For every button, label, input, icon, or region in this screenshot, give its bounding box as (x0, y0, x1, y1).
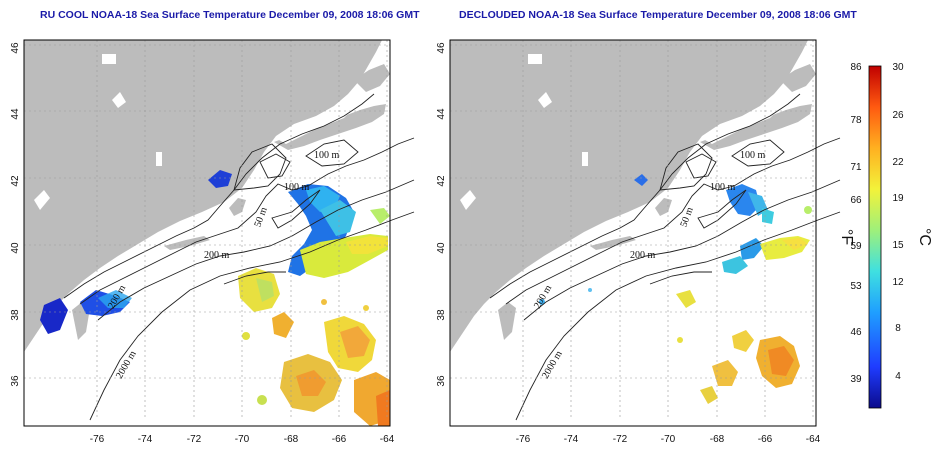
c-tick: 19 (892, 193, 904, 204)
right-lon-tick: -76 (516, 434, 531, 445)
right-map-title: DECLOUDED NOAA-18 Sea Surface Temperatur… (459, 9, 857, 21)
f-tick: 53 (850, 281, 862, 292)
right-lat-tick: 44 (436, 108, 447, 120)
f-tick: 46 (850, 327, 862, 338)
left-lat-tick: 46 (10, 42, 21, 54)
right-lat-tick: 42 (436, 175, 447, 187)
right-lon-tick: -74 (564, 434, 579, 445)
left-map-title: RU COOL NOAA-18 Sea Surface Temperature … (40, 9, 420, 21)
right-lon-tick: -68 (710, 434, 725, 445)
left-lon-axis: -76 -74 -72 -70 -68 -66 -64 (90, 434, 395, 445)
right-lon-tick: -72 (613, 434, 628, 445)
c-tick: 12 (892, 277, 904, 288)
c-tick: 8 (895, 323, 901, 334)
celsius-unit-label: °C (916, 228, 933, 246)
f-tick: 86 (850, 62, 862, 73)
colorbar: 86 78 71 66 59 53 46 39 30 26 22 19 15 1… (838, 62, 933, 409)
f-tick: 71 (850, 162, 862, 173)
left-lat-tick: 38 (10, 309, 21, 321)
right-lon-tick: -70 (661, 434, 676, 445)
colorbar-c-ticks: 30 26 22 19 15 12 8 4 (892, 62, 904, 382)
f-tick: 66 (850, 195, 862, 206)
left-lat-tick: 36 (10, 375, 21, 387)
right-lat-tick: 38 (436, 309, 447, 321)
contour-label-100m-a: 100 m (740, 150, 766, 161)
left-lon-tick: -66 (332, 434, 347, 445)
right-lon-axis: -76 -74 -72 -70 -68 -66 -64 (516, 434, 821, 445)
right-map: 100 m 100 m 50 m 200 m 200 m 2000 m (449, 39, 841, 427)
contour-label-200m: 200 m (630, 250, 656, 261)
c-tick: 4 (895, 371, 901, 382)
c-tick: 26 (892, 110, 904, 121)
left-lon-tick: -64 (380, 434, 395, 445)
left-lat-axis: 46 44 42 40 38 36 (10, 42, 21, 387)
contour-label-100m-a: 100 m (314, 150, 340, 161)
contour-label-200m: 200 m (204, 250, 230, 261)
c-tick: 22 (892, 157, 904, 168)
colorbar-f-ticks: 86 78 71 66 59 53 46 39 (850, 62, 862, 385)
right-lat-tick: 36 (436, 375, 447, 387)
left-lat-tick: 40 (10, 242, 21, 254)
left-lat-tick: 42 (10, 175, 21, 187)
fahrenheit-unit-label: °F (838, 229, 855, 245)
left-lat-tick: 44 (10, 108, 21, 120)
right-lon-tick: -66 (758, 434, 773, 445)
right-lon-tick: -64 (806, 434, 821, 445)
contour-label-100m-b: 100 m (710, 182, 736, 193)
f-tick: 59 (850, 241, 862, 252)
left-map: 100 m 100 m 50 m 200 m 200 m 2000 m (23, 39, 415, 427)
c-tick: 30 (892, 62, 904, 73)
right-lat-tick: 46 (436, 42, 447, 54)
f-tick: 39 (850, 374, 862, 385)
left-lon-tick: -76 (90, 434, 105, 445)
right-lat-tick: 40 (436, 242, 447, 254)
colorbar-gradient (868, 65, 882, 409)
left-lon-tick: -74 (138, 434, 153, 445)
left-lon-tick: -70 (235, 434, 250, 445)
c-tick: 15 (892, 240, 904, 251)
contour-label-100m-b: 100 m (284, 182, 310, 193)
right-sst-layer (539, 174, 812, 404)
left-lon-tick: -72 (187, 434, 202, 445)
left-lon-tick: -68 (284, 434, 299, 445)
f-tick: 78 (850, 115, 862, 126)
right-lat-axis: 46 44 42 40 38 36 (436, 42, 447, 387)
